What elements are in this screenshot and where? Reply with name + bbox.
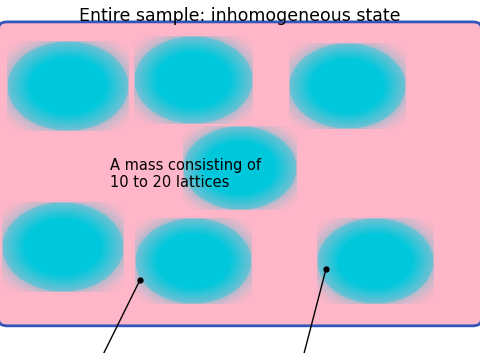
Text: Entire sample: inhomogeneous state: Entire sample: inhomogeneous state [79,7,401,25]
FancyBboxPatch shape [0,22,480,326]
Text: A mass consisting of
10 to 20 lattices: A mass consisting of 10 to 20 lattices [109,158,261,190]
